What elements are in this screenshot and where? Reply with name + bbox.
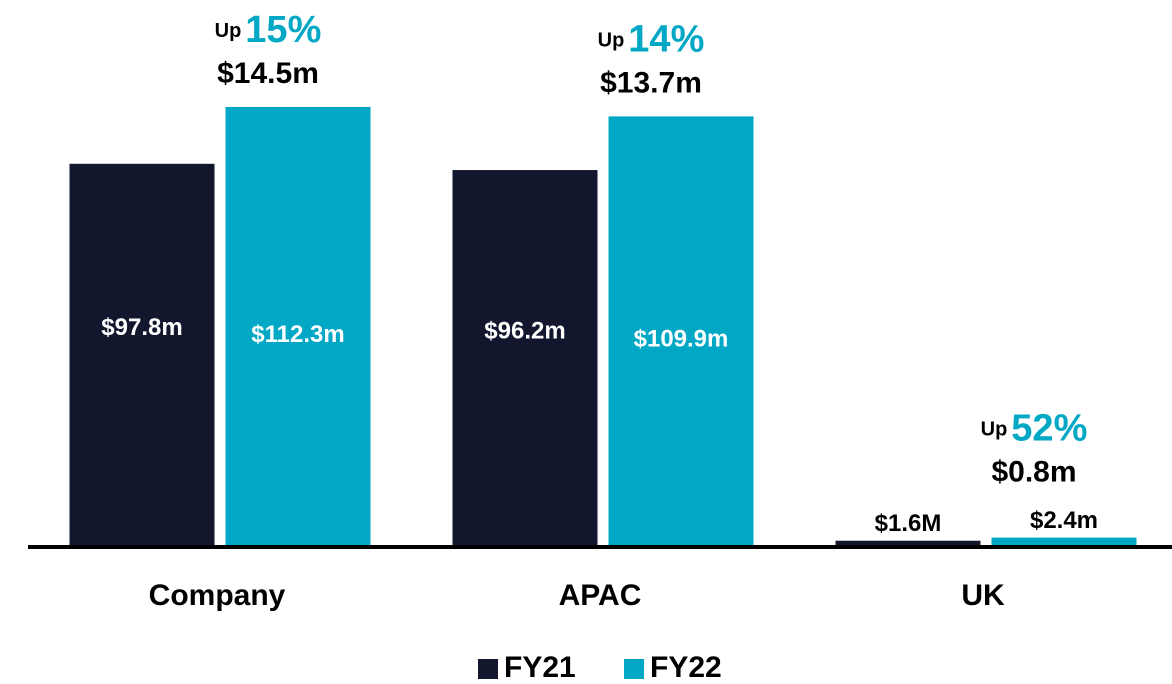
- annotation-prefix: Up: [215, 20, 242, 42]
- legend-swatch: [478, 659, 498, 679]
- annotation-difference: $13.7m: [600, 66, 702, 99]
- x-tick-label: Company: [149, 579, 286, 612]
- x-tick-label: UK: [961, 579, 1005, 612]
- value-label: $96.2m: [484, 317, 565, 344]
- annotation-change: 52%: [1011, 408, 1087, 450]
- bar: [608, 116, 754, 548]
- bar: [452, 170, 598, 548]
- value-label: $97.8m: [101, 314, 182, 341]
- annotation-change: 15%: [245, 9, 321, 51]
- bar: [69, 163, 215, 548]
- annotation: Up 52%: [981, 408, 1088, 450]
- bar: [225, 106, 371, 547]
- x-tick-label: APAC: [559, 579, 642, 612]
- annotation-difference: $14.5m: [217, 57, 319, 90]
- value-label: $112.3m: [251, 321, 344, 348]
- legend-swatch: [624, 659, 644, 679]
- bar: [991, 537, 1137, 547]
- annotation-change: 14%: [628, 18, 704, 60]
- legend-label: FY22: [650, 651, 722, 684]
- value-label: $109.9m: [634, 326, 729, 353]
- bar: [835, 540, 981, 547]
- annotation: Up 15%: [215, 9, 322, 51]
- value-label: $1.6M: [875, 510, 942, 537]
- annotation-difference: $0.8m: [991, 456, 1076, 489]
- legend-label: FY21: [504, 651, 576, 684]
- annotation-prefix: Up: [598, 30, 625, 52]
- value-label: $2.4m: [1030, 507, 1098, 534]
- annotation: Up 14%: [598, 18, 705, 60]
- annotation-prefix: Up: [981, 419, 1008, 441]
